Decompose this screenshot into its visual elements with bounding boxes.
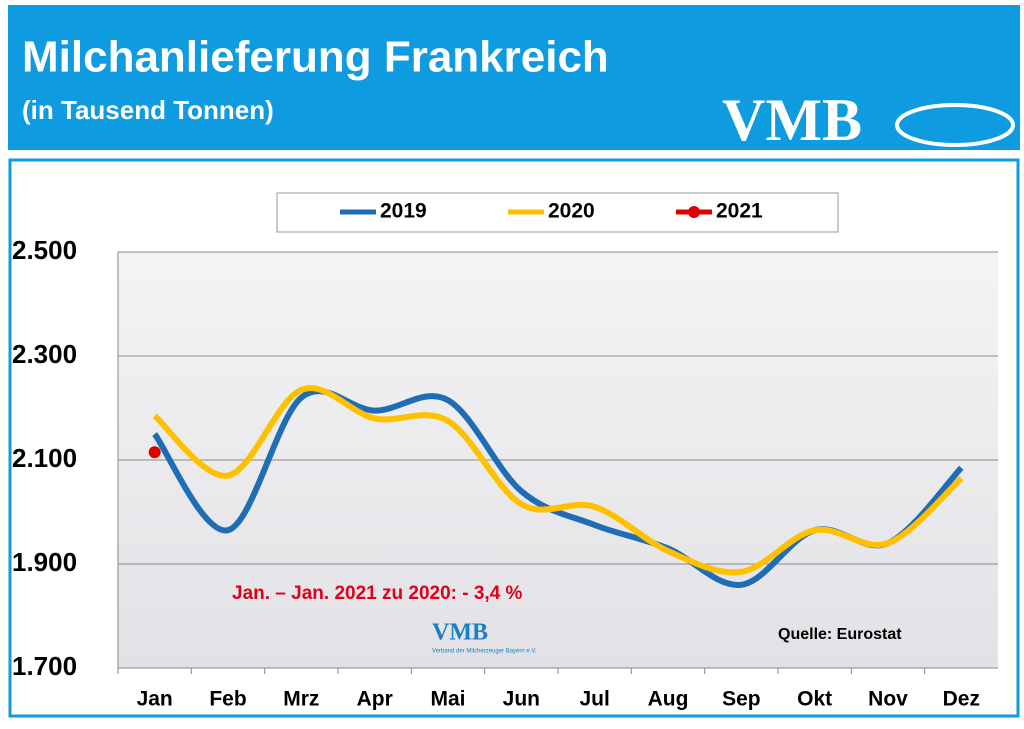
x-tick-label: Feb <box>209 688 246 711</box>
subtitle: (in Tausend Tonnen) <box>22 95 274 125</box>
data-line <box>152 385 964 576</box>
plot: 1.700 1.900 2.100 2.300 2.500 Jan Feb Mrz Apr Mai… <box>12 200 998 711</box>
x-tick-label: Jun <box>503 688 540 711</box>
data-point <box>148 446 161 459</box>
x-tick-label: Mrz <box>283 688 319 711</box>
header-band <box>8 5 1020 150</box>
y-tick-label: 2.300 <box>12 339 77 369</box>
x-tick-label: Jul <box>579 688 609 711</box>
legend-label: 2019 <box>380 200 427 223</box>
y-tick-label: 1.900 <box>12 547 77 577</box>
watermark-logo: VMB <box>432 620 488 646</box>
y-tick-label: 1.700 <box>12 651 77 681</box>
source: Quelle: Eurostat <box>778 626 902 643</box>
logo: VMB <box>722 87 862 153</box>
x-tick-label: Aug <box>648 688 689 711</box>
x-tick-label: Nov <box>868 688 908 711</box>
y-tick-label: 2.500 <box>12 235 77 265</box>
legend-marker <box>688 206 700 218</box>
y-tick-label: 2.100 <box>12 443 77 473</box>
x-tick-label: Mai <box>430 688 465 711</box>
x-tick-label: Jan <box>137 688 173 711</box>
watermark-text: Verband der Milcherzeuger Bayern e.V. <box>432 649 537 655</box>
logo-swoosh <box>895 103 1015 147</box>
annotation: Jan. – Jan. 2021 zu 2020: - 3,4 % <box>232 583 523 604</box>
x-tick-label: Dez <box>943 688 980 711</box>
x-tick-label: Sep <box>722 688 761 711</box>
legend-label: 2021 <box>716 200 763 223</box>
legend-label: 2020 <box>548 200 595 223</box>
x-tick-label: Okt <box>797 688 832 711</box>
x-tick-label: Apr <box>357 688 393 711</box>
title: Milchanlieferung Frankreich <box>22 33 609 82</box>
